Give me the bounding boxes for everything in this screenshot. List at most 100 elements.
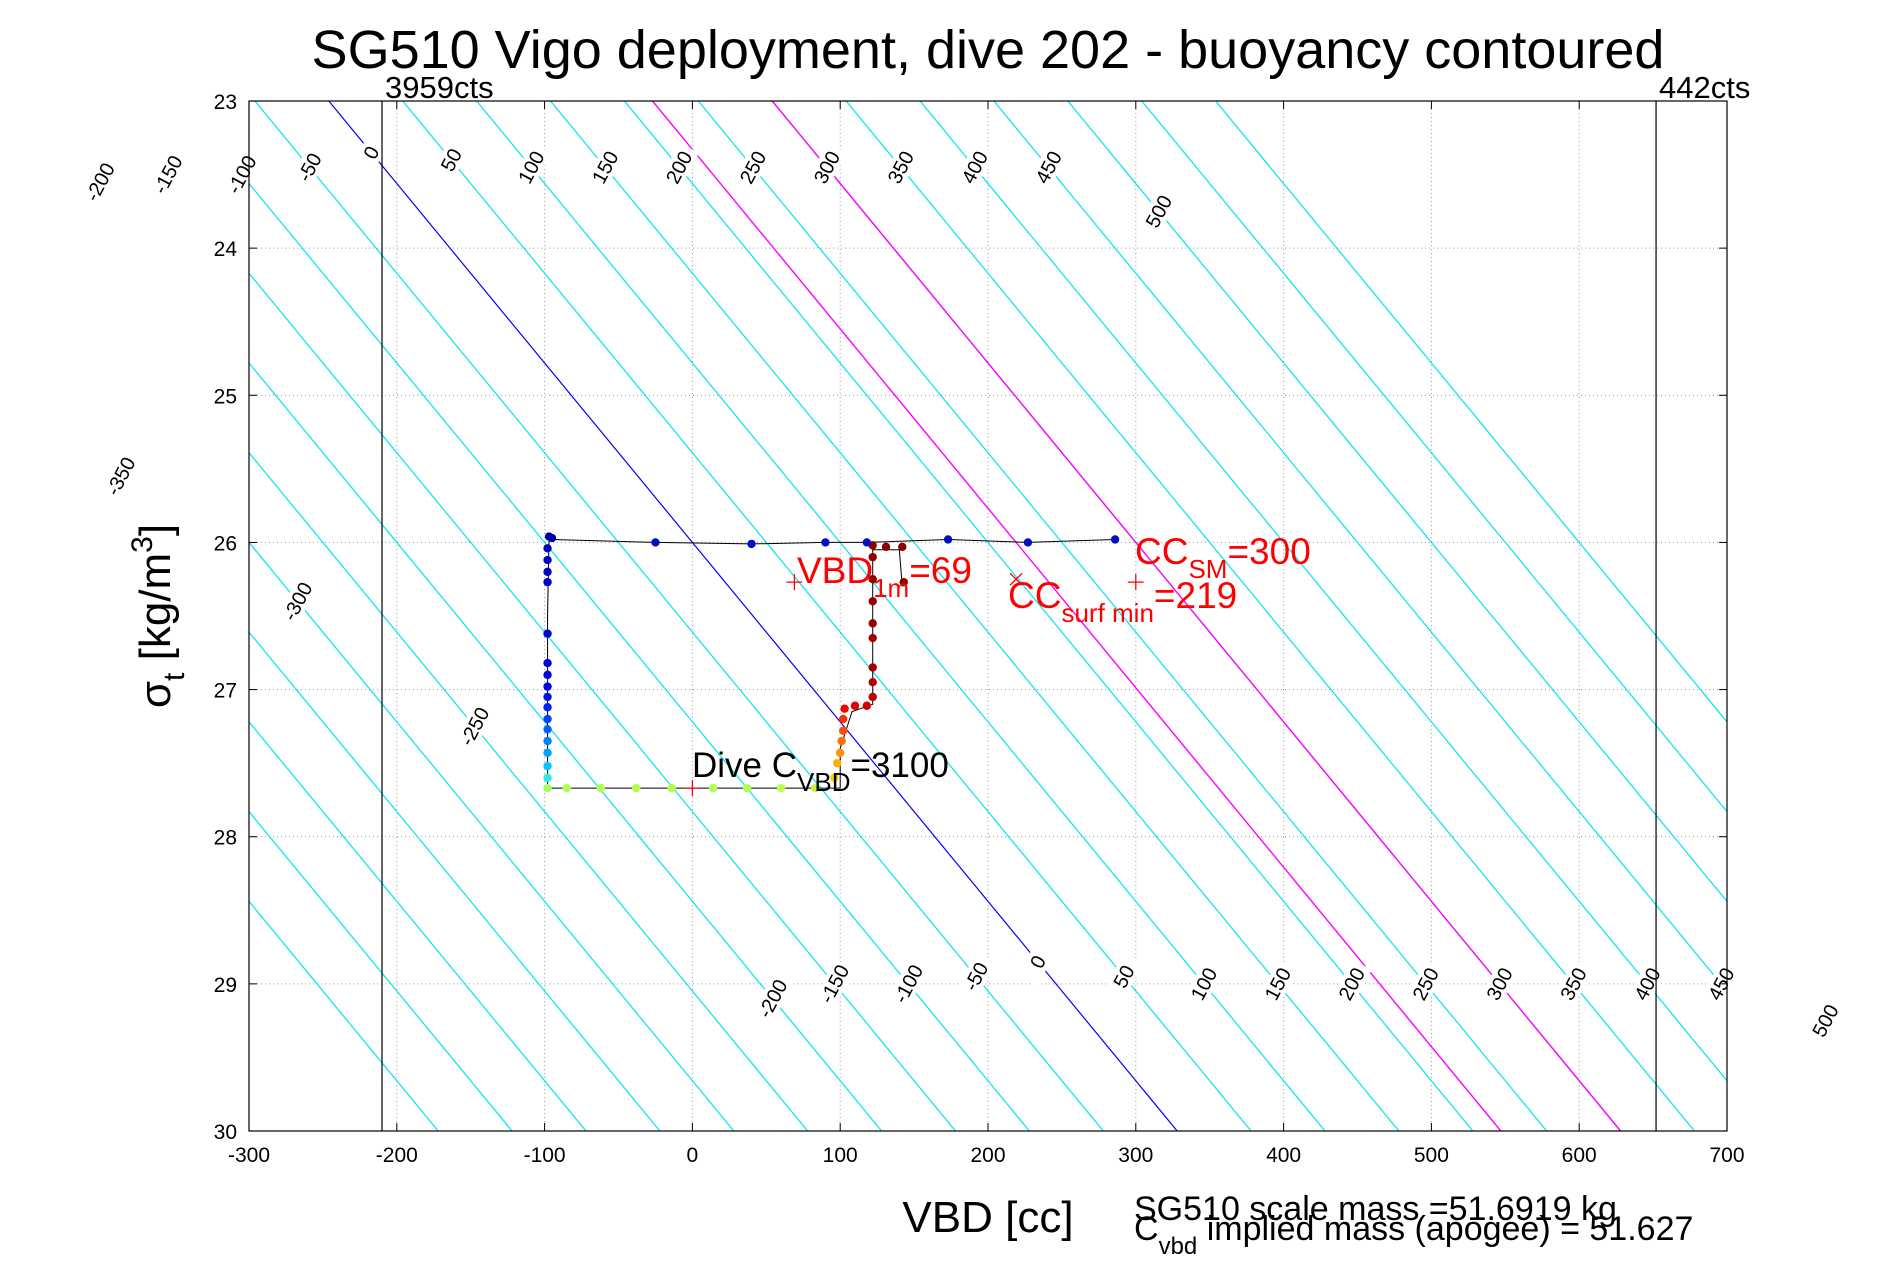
dive-point <box>543 748 552 758</box>
dive-point <box>543 783 552 793</box>
count-limit-lines: 3959cts 442cts <box>381 70 1750 1131</box>
contour-label-bg <box>511 142 552 192</box>
dive-point <box>543 658 552 668</box>
y-axis-label-close: ] <box>131 524 180 536</box>
annotation-dive-c-sub: VBD <box>797 767 850 797</box>
dive-point <box>838 726 848 735</box>
contour-label-bg <box>1257 959 1298 1009</box>
x-tick-label: 200 <box>970 1144 1005 1167</box>
dive-point <box>708 783 718 793</box>
contour-label-bg <box>888 959 929 1009</box>
contour-label-bg <box>880 142 921 192</box>
dive-points <box>543 532 1120 793</box>
dive-point <box>543 577 552 587</box>
contour-label-bg <box>814 959 855 1009</box>
x-tick-label: -200 <box>376 1144 418 1167</box>
dive-point <box>821 538 830 547</box>
annotation-dive-c-value: =3100 <box>851 746 949 785</box>
x-tick-label: -100 <box>524 1144 566 1167</box>
dive-point <box>837 736 846 746</box>
dive-point <box>543 544 552 553</box>
chart-title: SG510 Vigo deployment, dive 202 - buoyan… <box>312 20 1665 80</box>
contour-label-bg <box>79 157 120 207</box>
contour-label-bg <box>1103 951 1144 1002</box>
contour-line <box>1215 101 1727 723</box>
contour-line <box>550 101 1400 1131</box>
contour-label-bg <box>1627 959 1668 1009</box>
contour-line <box>476 101 1326 1131</box>
contour-label-bg <box>221 149 262 200</box>
dive-point <box>543 670 552 680</box>
x-tick-label: 0 <box>687 1144 699 1167</box>
y-tick-label: 27 <box>214 680 237 703</box>
contour-label-bg <box>1017 937 1058 987</box>
dive-point <box>543 629 552 638</box>
dive-point <box>747 539 756 549</box>
dive-point <box>596 783 605 793</box>
dive-point <box>543 682 552 691</box>
dive-point <box>543 567 552 577</box>
dive-point <box>899 577 908 587</box>
y-tick-label: 25 <box>214 385 237 408</box>
dive-point <box>810 783 820 793</box>
contour-label-bg <box>1553 959 1594 1009</box>
contour-label-bg <box>955 951 997 1002</box>
annotation-vbd-1m-sub: 1m <box>873 573 909 603</box>
contour-label-bg <box>1028 142 1069 192</box>
dive-point <box>1023 538 1033 547</box>
contour-line <box>249 362 883 1131</box>
contour-label-bg <box>431 135 472 185</box>
contour-line <box>328 101 1178 1131</box>
dive-point <box>840 704 849 713</box>
annotation-cc-sm-sub: SM <box>1188 554 1227 584</box>
x-tick-label: 100 <box>823 1144 858 1167</box>
contour-label-bg <box>147 149 188 200</box>
contour-labels: -450-400-350-300-250-200-150-100-5005010… <box>79 127 1846 1046</box>
annotation-cc-surf-min: CCsurf min=219 <box>1008 575 1237 628</box>
dive-point <box>838 714 848 724</box>
dive-point <box>868 663 877 672</box>
contour-line <box>919 101 1727 1082</box>
contour-line <box>249 541 735 1131</box>
contour-line <box>249 720 587 1131</box>
x-tick-label: 500 <box>1414 1144 1449 1167</box>
y-axis-label-rest: [kg/m <box>131 553 180 673</box>
annotation-cc-surf-min-sub: surf min <box>1061 598 1153 628</box>
contour-line <box>254 101 1104 1131</box>
contour-label-bg <box>277 576 318 626</box>
contour-label-bg <box>1331 959 1372 1009</box>
dive-point <box>1110 535 1120 544</box>
dive-point <box>543 703 552 712</box>
contour-line <box>993 101 1727 992</box>
plus-marker <box>786 574 803 591</box>
contour-label-bg <box>100 451 141 501</box>
contour-label-bg <box>351 127 392 178</box>
y-tick-label: 28 <box>214 827 237 850</box>
annotation-vbd-1m: VBD1m=69 <box>797 550 972 603</box>
annotation-dive-c-vbd: Dive CVBD=3100 <box>692 746 949 797</box>
implied-mass-sub: vbd <box>1159 1233 1198 1260</box>
dive-point <box>543 773 552 783</box>
dive-point <box>543 555 552 565</box>
annotation-cc-sm-main: CC <box>1135 531 1188 572</box>
y-axis-label-main: σ <box>131 681 180 708</box>
dive-point <box>898 542 907 552</box>
implied-mass-rest: implied mass (apogee) = 51.627 <box>1197 1210 1693 1248</box>
dive-point <box>850 701 860 710</box>
x-tick-label: 600 <box>1562 1144 1597 1167</box>
dive-point <box>881 542 891 552</box>
count-limit-label: 3959cts <box>385 70 494 105</box>
dive-point <box>632 783 641 793</box>
dive-point <box>543 725 552 734</box>
dive-point <box>543 736 552 746</box>
contour-label-bg <box>732 142 773 192</box>
implied-mass-text: Cvbd implied mass (apogee) = 51.627 <box>1134 1210 1693 1260</box>
contour-label-bg <box>1479 959 1520 1009</box>
implied-mass-main: C <box>1134 1210 1159 1248</box>
contour-line <box>249 272 956 1131</box>
contour-line <box>1067 101 1727 903</box>
dive-point <box>868 552 877 562</box>
annotation-cc-surf-min-value: =219 <box>1154 575 1237 616</box>
dive-point <box>868 692 877 702</box>
dive-point <box>862 538 872 547</box>
